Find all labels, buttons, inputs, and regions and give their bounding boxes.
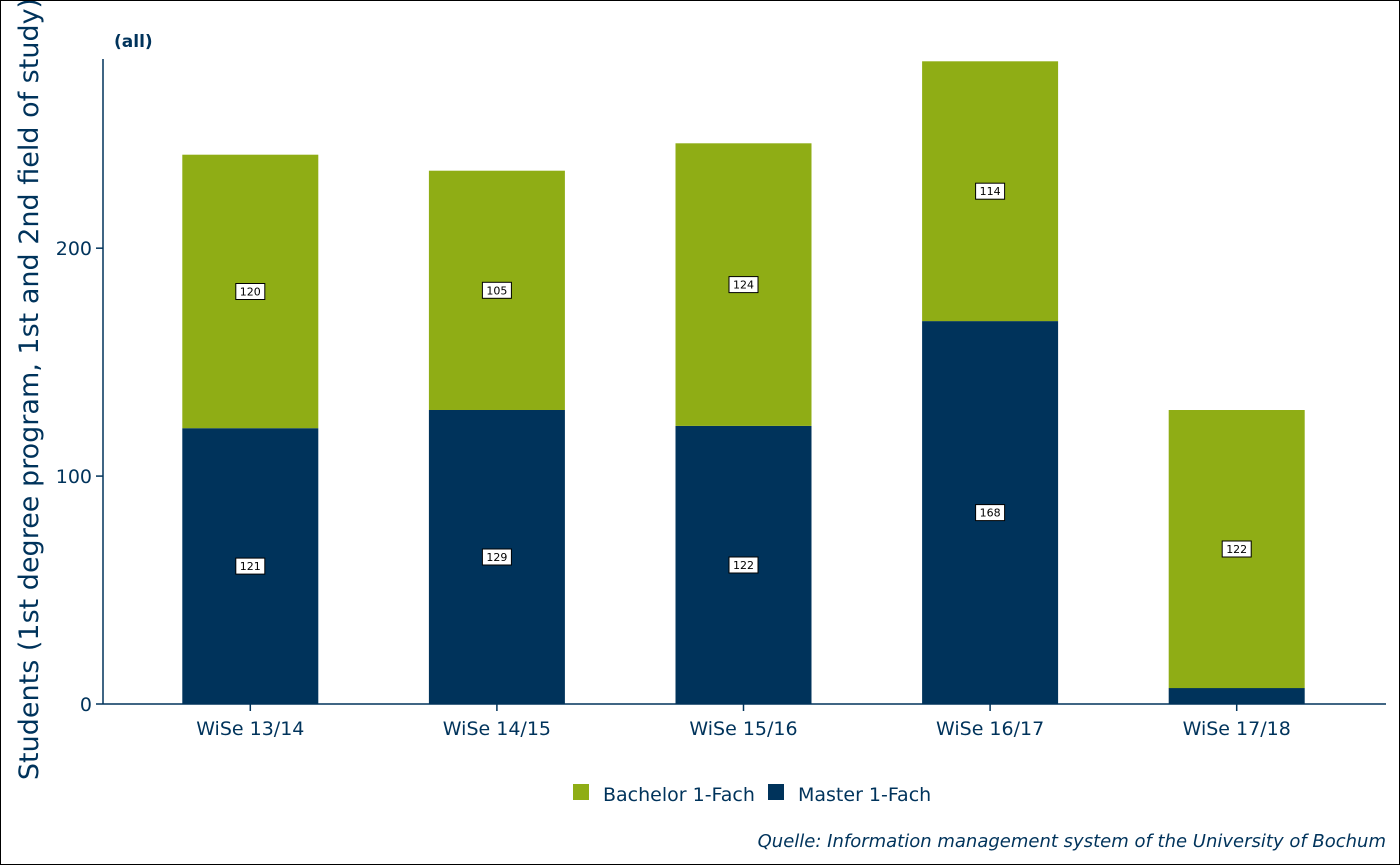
legend: Bachelor 1-Fach Master 1-Fach (573, 784, 931, 806)
data-label-bachelor-1-fach-2: 105 (481, 281, 512, 299)
data-label-text: 120 (240, 286, 261, 299)
x-tick-label-3: WiSe 15/16 (689, 718, 797, 740)
data-label-bachelor-1-fach-4: 114 (975, 182, 1006, 200)
legend-item-master-1-fach: Master 1-Fach (768, 784, 931, 806)
data-label-text: 105 (486, 284, 507, 297)
data-label-box (481, 281, 512, 299)
data-label-text: 129 (486, 551, 507, 564)
y-tick-label-0: 0 (80, 694, 92, 716)
x-tick-label-5: WiSe 17/18 (1183, 718, 1291, 740)
data-label-text: 122 (1226, 543, 1247, 556)
chart-subtitle: (all) (114, 32, 153, 52)
data-label-master-1-fach-2: 129 (481, 548, 512, 566)
data-label-master-1-fach-3: 122 (728, 556, 759, 574)
legend-swatch-master-1-fach (768, 784, 784, 800)
legend-swatch-bachelor-1-fach (573, 784, 589, 800)
x-tick-label-1: WiSe 13/14 (196, 718, 304, 740)
bar-master-1-fach-5 (1168, 688, 1305, 704)
legend-item-bachelor-1-fach: Bachelor 1-Fach (573, 784, 755, 806)
data-label-bachelor-1-fach-3: 124 (728, 276, 759, 294)
y-tick-label-100: 100 (56, 466, 92, 488)
bars-layer (182, 61, 1305, 704)
legend-label-bachelor-1-fach: Bachelor 1-Fach (603, 784, 755, 806)
x-tick-label-4: WiSe 16/17 (936, 718, 1044, 740)
x-tick-label-2: WiSe 14/15 (443, 718, 551, 740)
data-label-box (975, 182, 1006, 200)
data-label-box (1221, 540, 1252, 558)
legend-label-master-1-fach: Master 1-Fach (798, 784, 931, 806)
data-label-box (975, 504, 1006, 522)
x-ticks-layer: WiSe 13/14 WiSe 14/15 WiSe 15/16 WiSe 16/17… (196, 704, 1291, 740)
data-label-master-1-fach-4: 168 (975, 504, 1006, 522)
data-label-bachelor-1-fach-1: 120 (235, 283, 266, 300)
source-note: Quelle: Information management system of… (758, 831, 1386, 852)
data-label-box (235, 283, 266, 300)
data-label-text: 122 (733, 559, 754, 572)
y-ticks-layer: 0 100 200 (56, 238, 103, 716)
data-label-box (481, 548, 512, 566)
data-label-box (235, 557, 266, 575)
data-label-master-1-fach-1: 121 (235, 557, 266, 575)
y-tick-label-200: 200 (56, 238, 92, 260)
data-label-box (728, 556, 759, 574)
data-label-text: 168 (980, 507, 1001, 520)
y-axis-label: Students (1st degree program, 1st and 2n… (14, 1, 45, 780)
data-label-bachelor-1-fach-5: 122 (1221, 540, 1252, 558)
data-label-text: 124 (733, 279, 754, 292)
data-label-box (728, 276, 759, 294)
data-label-text: 121 (240, 560, 261, 573)
data-label-text: 114 (980, 185, 1001, 198)
data-labels-layer: 121 120 129 105 122 124 168 114 122 (235, 182, 1252, 575)
